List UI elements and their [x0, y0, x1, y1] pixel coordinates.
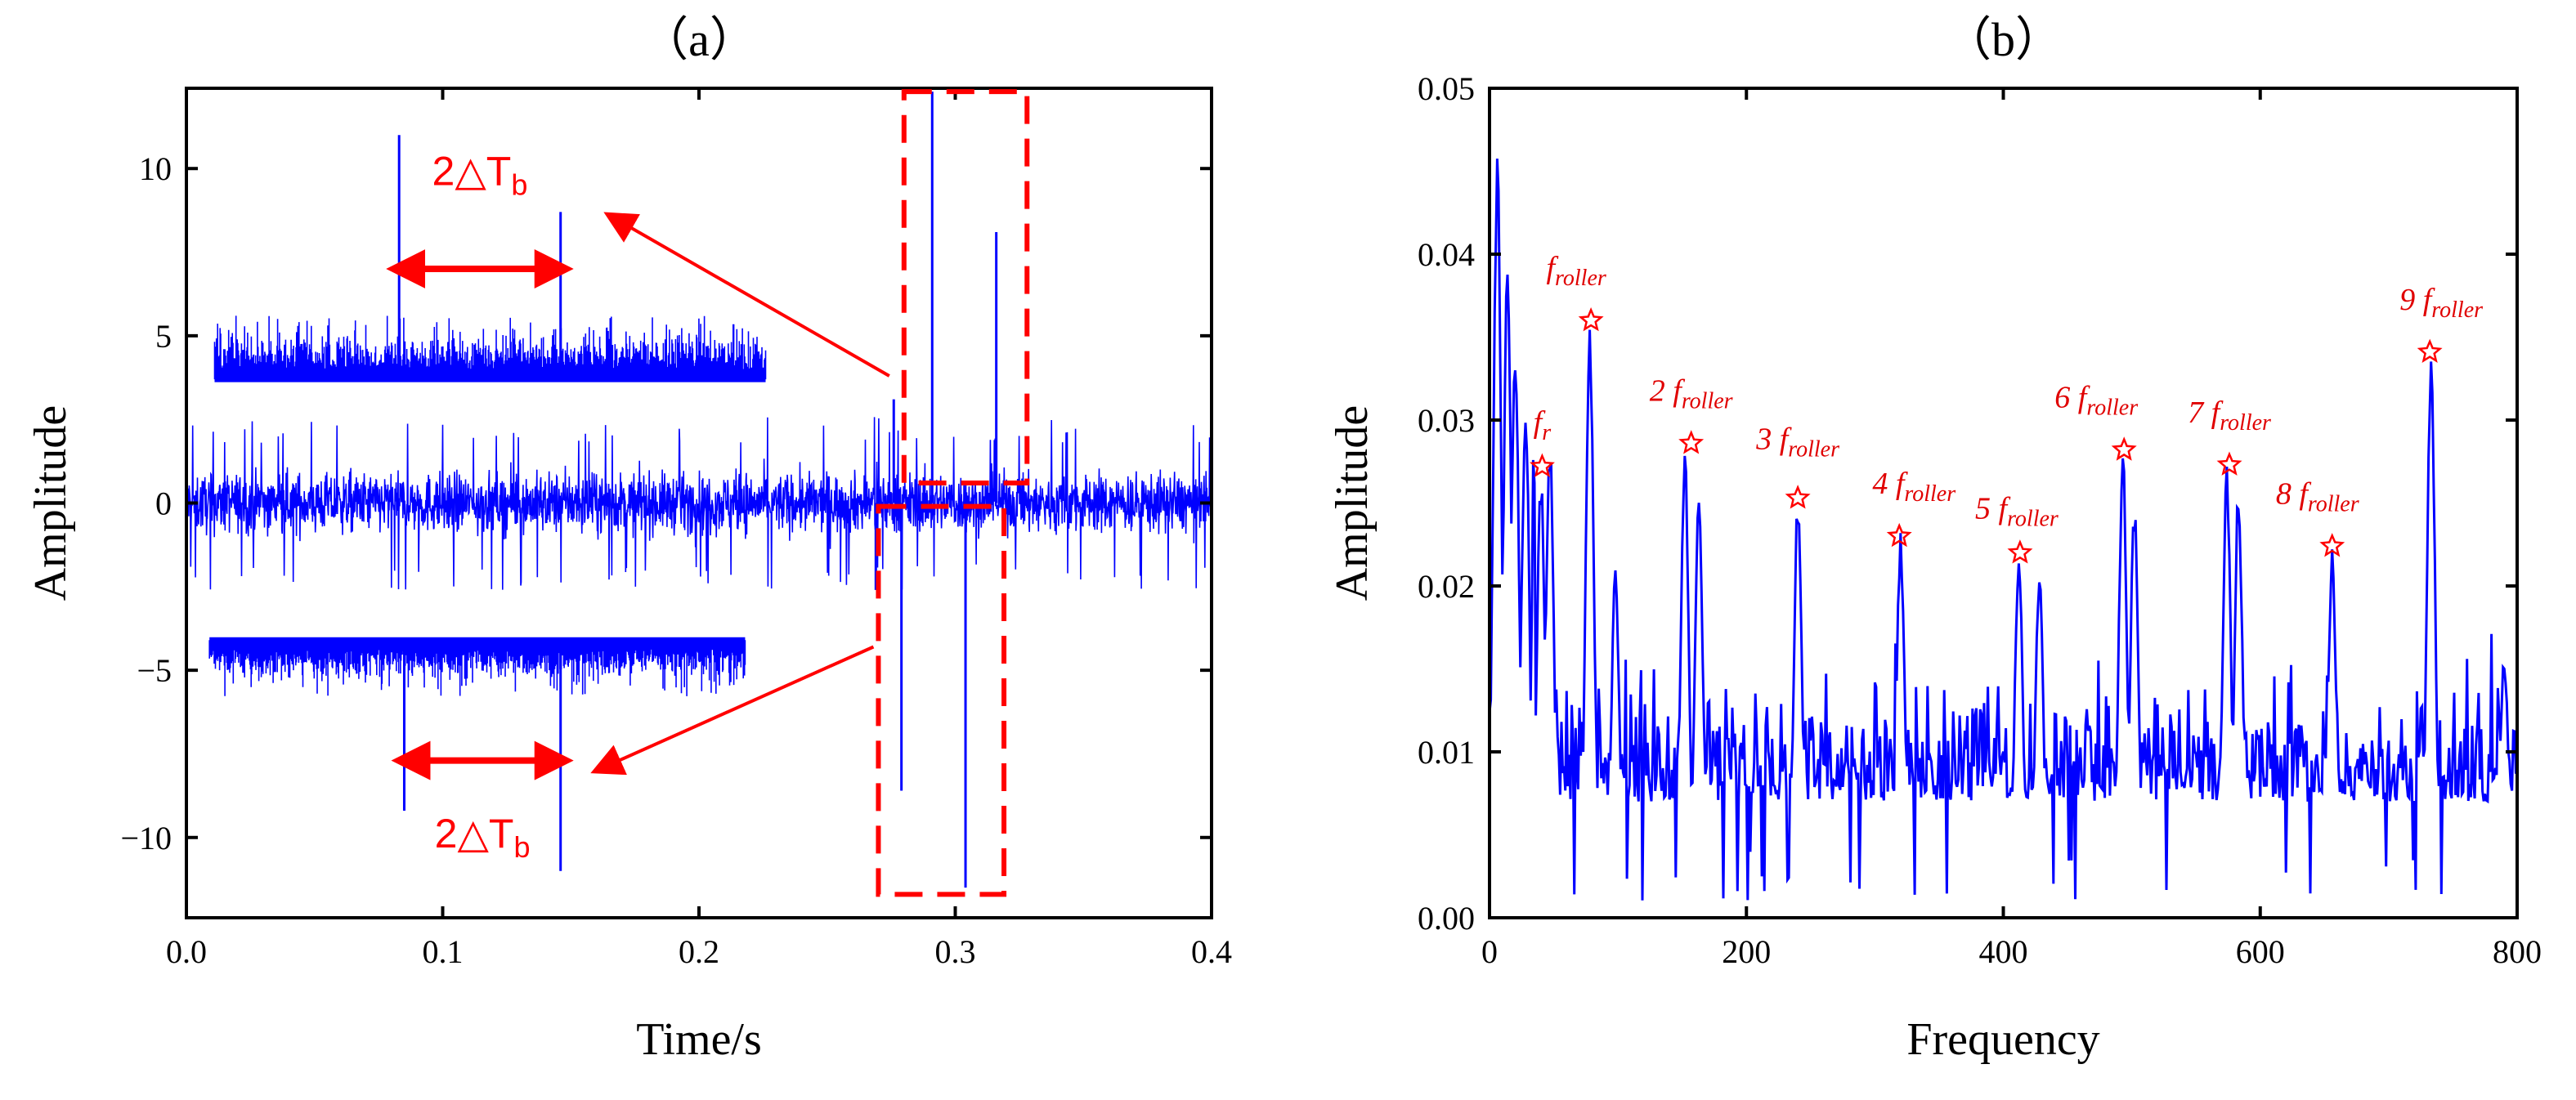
peak-label-sub: roller	[2086, 396, 2138, 421]
peak-label-coef: 5	[1975, 491, 1999, 525]
peak-star-marker	[2111, 436, 2137, 461]
peak-label-coef: 9	[2399, 283, 2423, 317]
peak-star-marker	[1529, 453, 1555, 478]
period-label-main: 2△T	[432, 149, 512, 195]
x-tick-label: 600	[2236, 933, 2285, 970]
peak-label-sub: roller	[1904, 481, 1956, 507]
y-tick-label: −10	[120, 820, 172, 856]
y-tick-label: 0.02	[1418, 568, 1475, 605]
x-tick-label: 0.3	[935, 933, 976, 970]
panel-label-a: （a）	[641, 13, 757, 66]
peak-label: 9 froller	[2399, 283, 2483, 323]
peak-label: 4 froller	[1872, 467, 1956, 507]
peak-label-sub: roller	[1788, 436, 1839, 462]
x-tick-label: 0	[1481, 933, 1498, 970]
highlight-box	[876, 503, 1007, 897]
peak-label: 6 froller	[2054, 381, 2138, 421]
y-tick-label: 0.05	[1418, 70, 1475, 107]
y-tick-label: 0.00	[1418, 900, 1475, 937]
connector-arrow	[590, 645, 875, 776]
period-label-sub: b	[513, 830, 530, 864]
peak-label: froller	[1546, 251, 1606, 291]
peak-label-coef: 2	[1650, 373, 1673, 408]
peak-label: 2 froller	[1650, 373, 1733, 414]
y-axis-label-a: Amplitude	[25, 405, 76, 601]
peak-label-coef: 8	[2276, 476, 2300, 511]
x-axis-label-b: Frequency	[1906, 1014, 2099, 1065]
peak-label-sub: roller	[2007, 506, 2059, 531]
x-tick-label: 400	[1979, 933, 2028, 970]
highlight-box	[901, 89, 1030, 485]
period-label-main: 2△T	[435, 811, 514, 856]
peak-star-marker	[2417, 338, 2443, 363]
panel-label-b: （b）	[1944, 13, 2063, 66]
peak-label-sub: r	[1542, 420, 1551, 445]
peak-label-sub: roller	[1555, 266, 1606, 291]
x-axis-label-a: Time/s	[636, 1014, 762, 1065]
period-label: 2△Tb	[432, 149, 528, 202]
y-tick-label: −5	[137, 652, 172, 689]
peak-label-sub: roller	[2431, 297, 2483, 323]
spectrum-trace	[1490, 159, 2517, 901]
y-tick-label: 0	[155, 485, 172, 522]
panel-b: 0 200 400 600 800 0.00 0.01 0.02 0.03 0.04 0.05 fr f…	[1327, 13, 2542, 1065]
peak-label-coef: 3	[1755, 422, 1780, 456]
connector-arrow	[603, 212, 890, 378]
inset-band	[208, 640, 746, 696]
y-tick-label: 5	[155, 318, 172, 355]
x-tick-label: 0.2	[679, 933, 719, 970]
peak-label: 8 froller	[2276, 476, 2359, 516]
peak-label: 3 froller	[1755, 422, 1839, 462]
x-tick-label: 0.4	[1191, 933, 1232, 970]
peak-star-marker	[2319, 533, 2345, 557]
signal-trace	[186, 417, 1212, 590]
plot-area-a	[186, 92, 1212, 888]
y-axis-label-b: Amplitude	[1327, 405, 1378, 601]
peak-label-coef: 7	[2188, 396, 2211, 430]
peak-star-marker	[2007, 539, 2033, 564]
y-tick-label: 10	[139, 150, 172, 187]
inset-band	[213, 315, 767, 380]
period-label-sub: b	[511, 168, 527, 202]
peak-label: fr	[1534, 405, 1552, 445]
y-tick-label: 0.03	[1418, 402, 1475, 439]
period-label: 2△Tb	[435, 811, 531, 864]
x-tick-label: 800	[2493, 933, 2542, 970]
peak-label-sub: roller	[1682, 388, 1733, 414]
peak-label: 7 froller	[2188, 396, 2271, 436]
peak-label-coef: 4	[1872, 467, 1896, 501]
peak-label-sub: roller	[2308, 491, 2359, 516]
plot-area-b	[1490, 159, 2517, 901]
x-tick-label: 0.0	[166, 933, 207, 970]
y-tick-label: 0.01	[1418, 734, 1475, 771]
x-tick-label: 200	[1722, 933, 1771, 970]
x-tick-label: 0.1	[423, 933, 464, 970]
peak-star-marker	[1785, 485, 1811, 509]
peak-label: 5 froller	[1975, 491, 2059, 531]
peak-star-marker	[1678, 430, 1705, 454]
peak-label-coef: 6	[2054, 381, 2078, 415]
y-tick-label: 0.04	[1418, 236, 1475, 273]
peak-star-marker	[1578, 306, 1604, 332]
peak-star-marker	[2216, 451, 2242, 476]
peak-label-sub: roller	[2220, 410, 2271, 436]
peak-star-marker	[1886, 522, 1912, 548]
